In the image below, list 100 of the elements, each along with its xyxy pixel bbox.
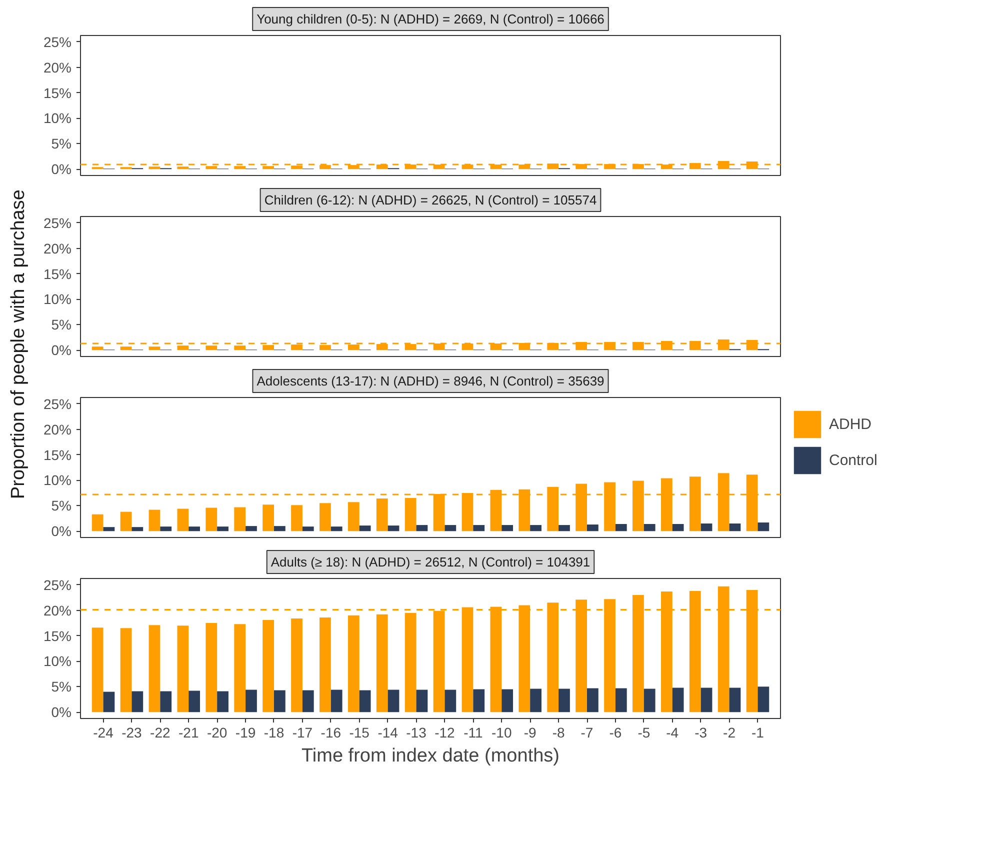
bar	[644, 524, 656, 532]
bar	[502, 525, 514, 532]
y-tick-label: 5%	[51, 136, 72, 152]
bar	[262, 504, 274, 532]
bar	[132, 527, 144, 532]
y-tick-label: 10%	[43, 110, 72, 126]
x-tick-label: -9	[524, 724, 537, 740]
y-tick-label: 20%	[43, 421, 72, 438]
bar	[103, 692, 115, 712]
bar	[700, 524, 712, 532]
x-tick-label: -18	[264, 724, 284, 740]
y-tick-label: 0%	[51, 704, 72, 720]
bar	[758, 686, 770, 712]
bar	[160, 526, 172, 532]
bar	[217, 526, 228, 532]
bar	[92, 346, 104, 350]
bar	[148, 510, 160, 532]
bar	[160, 691, 172, 712]
y-tick-label: 20%	[43, 240, 72, 256]
bar	[672, 524, 684, 532]
bar	[132, 691, 144, 712]
x-tick-label: -2	[723, 724, 736, 740]
x-tick-label: -24	[93, 724, 114, 740]
bar	[404, 498, 416, 532]
bar	[644, 688, 656, 712]
bar	[274, 526, 286, 532]
bar	[291, 505, 302, 532]
bar	[217, 691, 228, 712]
y-tick-label: 0%	[51, 161, 72, 178]
chart-title: Adolescents (13-17): N (ADHD) = 8946, N (Control) = 35639	[256, 374, 604, 388]
bar	[502, 689, 514, 712]
legend-label: Control	[829, 452, 878, 468]
legend-label: ADHD	[829, 416, 872, 432]
bar	[206, 508, 218, 532]
chart-title: Children (6-12): N (ADHD) = 26625, N (Control) = 105574	[264, 192, 597, 208]
bar	[148, 346, 160, 350]
y-tick-label: 25%	[43, 34, 72, 50]
bar	[376, 614, 388, 712]
x-tick-label: -19	[235, 724, 256, 740]
y-tick-label: 10%	[43, 653, 72, 670]
bar	[348, 502, 360, 532]
x-tick-label: -16	[320, 724, 342, 740]
x-tick-label: -10	[492, 724, 512, 740]
bar	[530, 525, 542, 532]
x-tick-label: -21	[178, 724, 199, 740]
bar	[320, 617, 331, 712]
bar	[473, 525, 485, 532]
x-tick-label: -22	[150, 724, 171, 740]
bar	[120, 512, 132, 532]
y-tick-label: 25%	[43, 576, 72, 593]
bar	[558, 688, 570, 712]
x-tick-label: -14	[378, 724, 398, 740]
bar	[587, 524, 598, 532]
bar	[388, 526, 400, 532]
y-tick-label: 0%	[51, 342, 72, 358]
bar	[234, 624, 246, 712]
bar	[302, 690, 314, 712]
bar	[92, 514, 104, 532]
bar	[103, 527, 115, 532]
x-tick-label: -6	[609, 724, 622, 740]
bar	[359, 690, 371, 712]
y-tick-label: 15%	[43, 266, 72, 282]
bar	[615, 524, 627, 532]
bar	[246, 526, 257, 532]
bar	[388, 690, 400, 712]
bar	[416, 690, 428, 712]
x-tick-label: -12	[434, 724, 456, 740]
x-tick-label: -23	[122, 724, 142, 740]
bar	[234, 507, 246, 532]
bar	[444, 690, 456, 712]
x-tick-label: -8	[552, 724, 565, 740]
x-tick-label: -20	[206, 724, 228, 740]
bar	[177, 508, 189, 532]
x-tick-label: -1	[752, 724, 764, 740]
bar	[92, 628, 104, 712]
chart-title: Adults (≥ 18): N (ADHD) = 26512, N (Control) = 104391	[270, 554, 590, 570]
bar	[330, 526, 342, 532]
bar	[188, 526, 200, 532]
y-tick-label: 15%	[43, 446, 72, 463]
bar	[330, 690, 342, 712]
bar	[758, 522, 770, 532]
y-tick-label: 5%	[51, 498, 72, 514]
bar	[246, 690, 257, 712]
x-tick-label: -15	[349, 724, 370, 740]
y-tick-label: 10%	[43, 291, 72, 308]
bar	[404, 612, 416, 712]
y-tick-label: 5%	[51, 316, 72, 333]
bar	[302, 526, 314, 532]
y-tick-label: 15%	[43, 628, 72, 644]
bar	[700, 688, 712, 712]
bar	[262, 620, 274, 712]
y-tick-label: 10%	[43, 472, 72, 488]
x-tick-label: -13	[406, 724, 427, 740]
x-tick-label: -4	[666, 724, 679, 740]
bar	[615, 688, 627, 712]
bar	[473, 689, 485, 712]
bar	[177, 626, 189, 712]
bar	[291, 618, 302, 712]
y-tick-label: 20%	[43, 602, 72, 618]
x-axis-title: Time from index date (months)	[302, 746, 560, 766]
